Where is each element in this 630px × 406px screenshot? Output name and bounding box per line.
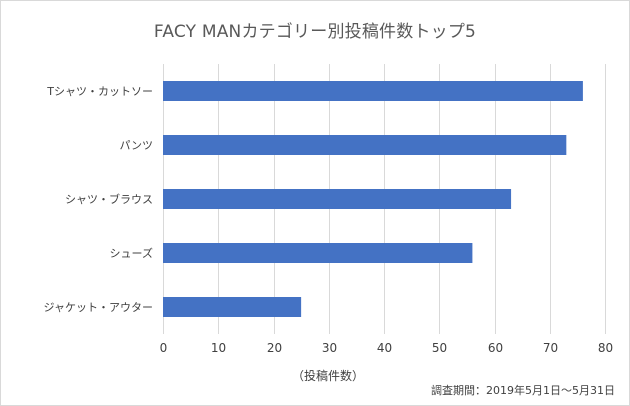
x-axis-title: （投稿件数） — [292, 368, 364, 383]
category-label: パンツ — [119, 139, 153, 152]
bar — [163, 81, 583, 101]
x-tick-label: 10 — [211, 341, 226, 355]
bar — [163, 189, 512, 209]
chart-title: FACY MANカテゴリー別投稿件数トップ5 — [153, 22, 477, 42]
x-tick-label: 20 — [267, 341, 282, 355]
bar — [163, 243, 473, 263]
bar — [163, 135, 567, 155]
x-tick-label: 70 — [543, 341, 558, 355]
x-tick-label: 30 — [322, 341, 337, 355]
category-label: シューズ — [110, 246, 153, 260]
x-tick-label: 50 — [432, 341, 447, 355]
x-tick-label: 60 — [488, 341, 503, 355]
bar — [163, 297, 302, 317]
x-tick-labels: 0 10 20 30 40 50 60 70 80 — [160, 341, 613, 355]
category-label: Tシャツ・カットソー — [46, 85, 153, 98]
category-label: シャツ・ブラウス — [65, 192, 153, 206]
survey-period-note: 調査期間：2019年5月1日～5月31日 — [431, 384, 615, 397]
category-label: ジャケット・アウター — [44, 301, 153, 314]
bars — [163, 81, 583, 317]
x-tick-label: 80 — [598, 341, 613, 355]
x-tick-label: 40 — [377, 341, 392, 355]
x-tick-label: 0 — [160, 341, 168, 355]
